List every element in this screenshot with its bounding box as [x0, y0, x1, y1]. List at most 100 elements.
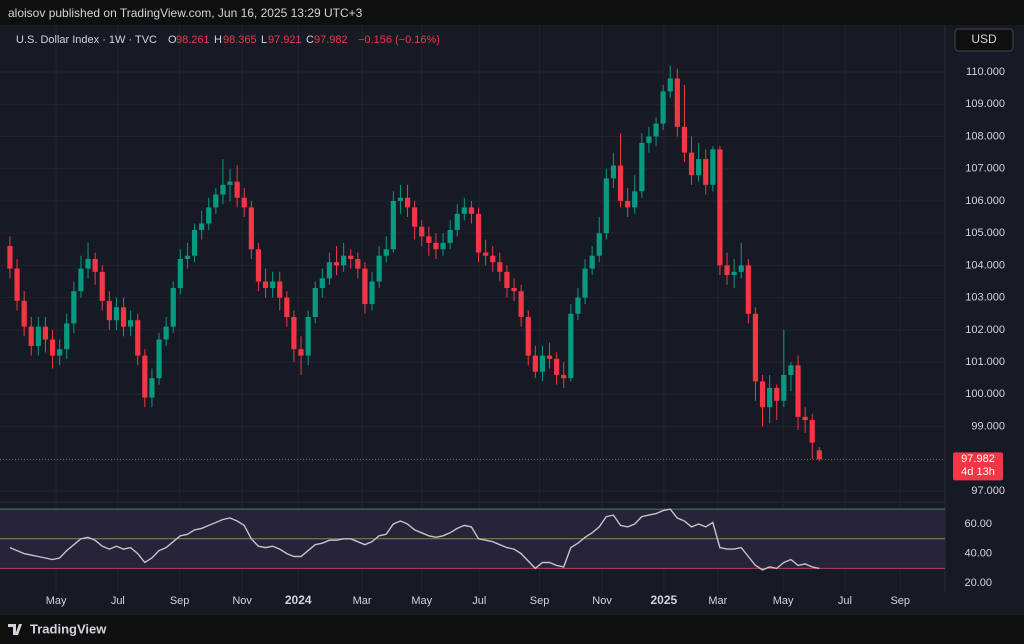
candle-body [511, 287, 517, 292]
y-tick-label: 108.000 [965, 130, 1005, 142]
candle-body [554, 358, 560, 375]
candle-body [646, 136, 652, 143]
candle-body [419, 226, 425, 237]
currency[interactable]: USD [971, 32, 997, 46]
candle-body [596, 233, 602, 256]
change: −0.156 (−0.16%) [358, 34, 440, 46]
candle-body [312, 287, 318, 317]
x-tick-label: 2025 [650, 593, 677, 607]
candle-body [64, 323, 70, 350]
candle-body [426, 236, 432, 243]
x-tick-label: 2024 [285, 593, 312, 607]
currency-button[interactable] [954, 28, 1014, 52]
candle-body [156, 339, 162, 379]
y-tick-label: 110.000 [966, 66, 1005, 78]
candle-body [617, 165, 624, 201]
candle-body [362, 268, 368, 305]
candle-body [767, 387, 773, 408]
high-value: 98.365 [223, 34, 257, 46]
y-tick-label: 99.000 [971, 420, 1005, 432]
candle-body [447, 229, 453, 243]
y-tick-label: 105.000 [965, 227, 1005, 239]
candle-body [625, 200, 631, 208]
brand: TradingView [30, 621, 107, 636]
candle-body [639, 142, 645, 192]
candle-body [92, 258, 98, 272]
candle-body [582, 268, 588, 298]
x-tick-label: Sep [530, 595, 550, 607]
candle-body [603, 178, 609, 234]
candle-body [376, 255, 382, 282]
candle-body [724, 265, 730, 276]
candle-body [468, 207, 475, 214]
candle-body [717, 149, 723, 266]
candle-body [383, 249, 389, 256]
candle-body [781, 374, 787, 401]
candle-body [525, 316, 531, 356]
candle-body [497, 262, 503, 272]
candle-body [610, 165, 617, 179]
candle-body [539, 355, 546, 372]
close-label: C [306, 34, 314, 46]
candle-body [49, 339, 56, 356]
candle-body [454, 213, 460, 230]
last-price: 97.982 [961, 453, 995, 465]
candle-body [504, 271, 510, 288]
candle-body [305, 316, 311, 356]
candle-body [348, 255, 354, 259]
candle-body [802, 416, 808, 421]
candle-body [42, 326, 49, 340]
high-label: H [214, 34, 222, 46]
candle-body [752, 313, 759, 382]
candle-body [632, 191, 638, 208]
candle-body [696, 159, 702, 176]
candle-body [674, 78, 680, 127]
candle-body [369, 281, 375, 305]
logo [8, 624, 22, 635]
candle-body [149, 378, 155, 398]
candle-body [710, 149, 716, 185]
candle-body [731, 271, 737, 276]
x-tick-label: May [46, 595, 67, 607]
candle-body [57, 349, 63, 356]
candle-body [177, 258, 183, 288]
y-tick-label: 60.00 [964, 518, 992, 530]
candle-body [688, 152, 695, 176]
x-tick-label: Sep [170, 595, 190, 607]
candle-body [518, 291, 524, 317]
symbol: U.S. Dollar Index · 1W · TVC [16, 34, 157, 46]
candle-body [788, 365, 794, 375]
candle-body [120, 307, 127, 327]
candle-body [703, 159, 709, 185]
candle-body [35, 326, 41, 346]
candle-body [355, 258, 361, 269]
candle-body [248, 207, 254, 250]
y-tick-label: 100.000 [965, 388, 1005, 400]
open-value: 98.261 [176, 34, 210, 46]
candle-body [28, 326, 34, 346]
footer [0, 615, 1024, 644]
y-tick-label: 106.000 [965, 195, 1005, 207]
y-tick-label: 40.00 [964, 547, 992, 559]
rsi-line [9, 508, 820, 571]
candle-body [255, 249, 262, 282]
candle-body [653, 123, 659, 137]
candle-body [483, 252, 489, 256]
candle-body [298, 349, 304, 356]
candle-body [759, 381, 766, 408]
candle-body [227, 181, 233, 185]
candle-body [660, 91, 666, 124]
candle-body [206, 207, 212, 224]
candle-body [412, 207, 418, 227]
y-tick-label: 20.00 [964, 577, 992, 589]
x-tick-label: Mar [353, 595, 372, 607]
low-value: 97.921 [268, 34, 302, 46]
x-tick-label: Sep [890, 595, 910, 607]
candle-body [113, 307, 120, 321]
candle-body [319, 278, 325, 288]
candle-body [7, 246, 13, 269]
candle-body [589, 255, 595, 269]
candle-body [135, 320, 141, 356]
x-tick-label: Nov [592, 595, 612, 607]
